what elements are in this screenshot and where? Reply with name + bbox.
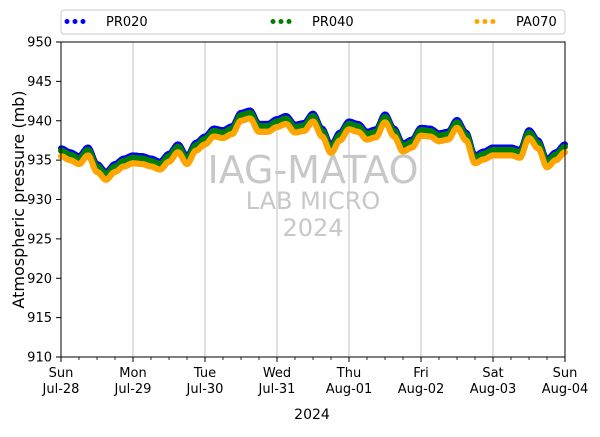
legend-label: PR040 — [312, 15, 354, 30]
x-tick-label-day: Mon — [119, 366, 146, 381]
grid — [132, 42, 494, 357]
y-tick-label: 935 — [27, 154, 52, 169]
series-PA070 — [58, 115, 568, 183]
legend-label: PA070 — [516, 15, 557, 30]
legend-item-PR040: PR040 — [270, 15, 354, 30]
x-tick-label-date: Aug-03 — [470, 382, 517, 397]
legend-marker — [72, 19, 78, 24]
x-tick-label-day: Sun — [49, 366, 74, 381]
legend-marker — [64, 19, 70, 24]
x-tick-label-date: Aug-01 — [326, 382, 373, 397]
plot-area — [61, 42, 565, 357]
legend-marker — [278, 19, 284, 24]
y-tick-label: 910 — [27, 351, 52, 366]
legend-marker — [286, 19, 292, 24]
series-group — [58, 107, 568, 183]
legend-marker — [482, 19, 488, 24]
x-tick-label-date: Aug-02 — [398, 382, 445, 397]
y-tick-label: 950 — [27, 36, 52, 51]
y-tick-label: 920 — [27, 272, 52, 287]
x-axis: SunJul-28MonJul-29TueJul-30WedJul-31ThuA… — [42, 357, 589, 397]
x-tick-label-day: Tue — [193, 366, 216, 381]
x-tick-label-day: Sat — [482, 366, 503, 381]
watermark-line-2: LAB MICRO — [246, 187, 381, 215]
legend-marker — [474, 19, 480, 24]
y-tick-label: 945 — [27, 75, 52, 90]
x-tick-label-date: Jul-30 — [186, 382, 224, 397]
x-tick-label-day: Thu — [336, 366, 361, 381]
y-tick-label: 925 — [27, 232, 52, 247]
x-tick-label-date: Aug-04 — [542, 382, 589, 397]
watermark: IAG-MATAO LAB MICRO 2024 — [207, 148, 418, 242]
legend-label: PR020 — [106, 15, 148, 30]
legend-item-PA070: PA070 — [474, 15, 557, 30]
y-tick-label: 915 — [27, 311, 52, 326]
y-tick-label: 940 — [27, 114, 52, 129]
y-axis: 910 915 920 925 930 935 940 945 950 — [27, 36, 61, 366]
legend-frame — [60, 9, 566, 35]
legend-marker — [490, 19, 496, 24]
x-tick-label-day: Fri — [413, 366, 429, 381]
legend-marker — [80, 19, 86, 24]
legend-marker — [270, 19, 276, 24]
x-tick-label-date: Jul-28 — [42, 382, 80, 397]
x-tick-label-date: Jul-29 — [114, 382, 152, 397]
x-tick-label-day: Sun — [553, 366, 578, 381]
watermark-line-3: 2024 — [282, 214, 343, 242]
y-axis-label: Atmospheric pressure (mb) — [9, 90, 28, 308]
x-tick-label-day: Wed — [263, 366, 291, 381]
legend: PR020 PR040 PA070 — [60, 9, 566, 35]
legend-item-PR020: PR020 — [64, 15, 148, 30]
x-tick-label-date: Jul-31 — [258, 382, 296, 397]
watermark-line-1: IAG-MATAO — [207, 148, 418, 192]
y-tick-label: 930 — [27, 193, 52, 208]
x-axis-label: 2024 — [294, 407, 330, 423]
